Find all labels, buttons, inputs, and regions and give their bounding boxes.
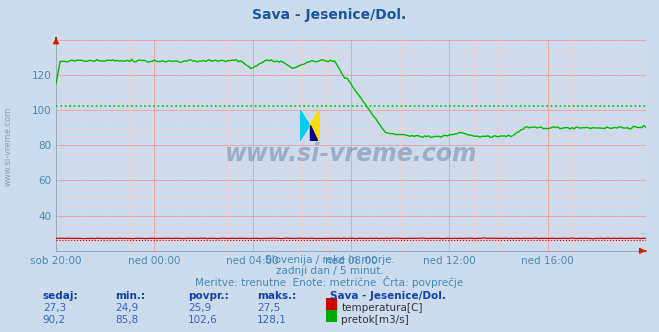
Text: zadnji dan / 5 minut.: zadnji dan / 5 minut. — [275, 266, 384, 276]
Text: 128,1: 128,1 — [257, 315, 287, 325]
Text: pretok[m3/s]: pretok[m3/s] — [341, 315, 409, 325]
Text: 85,8: 85,8 — [115, 315, 138, 325]
Text: www.si-vreme.com: www.si-vreme.com — [225, 142, 477, 166]
Text: www.si-vreme.com: www.si-vreme.com — [4, 106, 13, 186]
Text: povpr.:: povpr.: — [188, 291, 229, 301]
Text: Sava - Jesenice/Dol.: Sava - Jesenice/Dol. — [330, 291, 445, 301]
Text: maks.:: maks.: — [257, 291, 297, 301]
Text: min.:: min.: — [115, 291, 146, 301]
Text: temperatura[C]: temperatura[C] — [341, 303, 423, 313]
Text: 102,6: 102,6 — [188, 315, 217, 325]
Polygon shape — [310, 110, 320, 141]
Text: Sava - Jesenice/Dol.: Sava - Jesenice/Dol. — [252, 8, 407, 22]
Polygon shape — [310, 125, 316, 139]
Text: Slovenija / reke in morje.: Slovenija / reke in morje. — [264, 255, 395, 265]
Text: 90,2: 90,2 — [43, 315, 66, 325]
Text: 27,3: 27,3 — [43, 303, 66, 313]
Polygon shape — [300, 110, 310, 141]
Text: 27,5: 27,5 — [257, 303, 280, 313]
Text: 24,9: 24,9 — [115, 303, 138, 313]
Text: Meritve: trenutne  Enote: metrične  Črta: povprečje: Meritve: trenutne Enote: metrične Črta: … — [195, 276, 464, 288]
Text: 25,9: 25,9 — [188, 303, 211, 313]
Text: sedaj:: sedaj: — [43, 291, 78, 301]
